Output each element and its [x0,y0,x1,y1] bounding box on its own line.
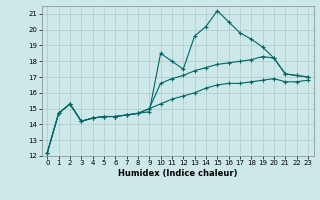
X-axis label: Humidex (Indice chaleur): Humidex (Indice chaleur) [118,169,237,178]
